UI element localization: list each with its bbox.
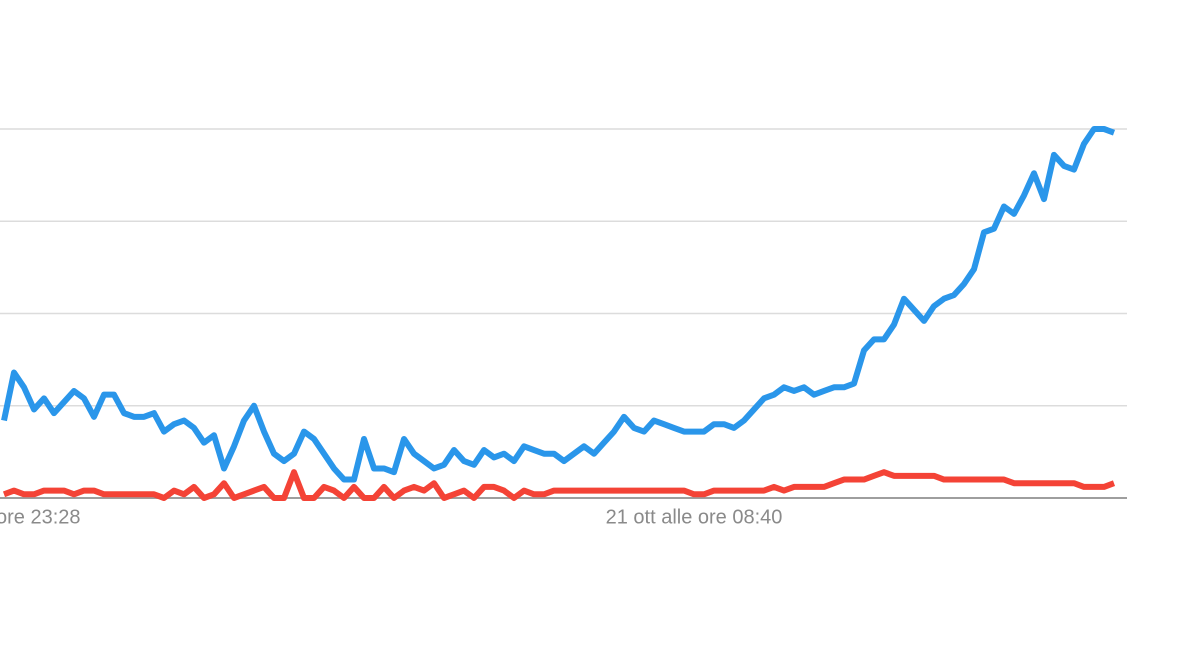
series-line — [2, 469, 1116, 501]
x-tick-label: 21 ott alle ore 08:40 — [606, 506, 783, 528]
x-tick-label: ore 23:28 — [0, 506, 81, 528]
series-line — [1, 126, 1116, 483]
